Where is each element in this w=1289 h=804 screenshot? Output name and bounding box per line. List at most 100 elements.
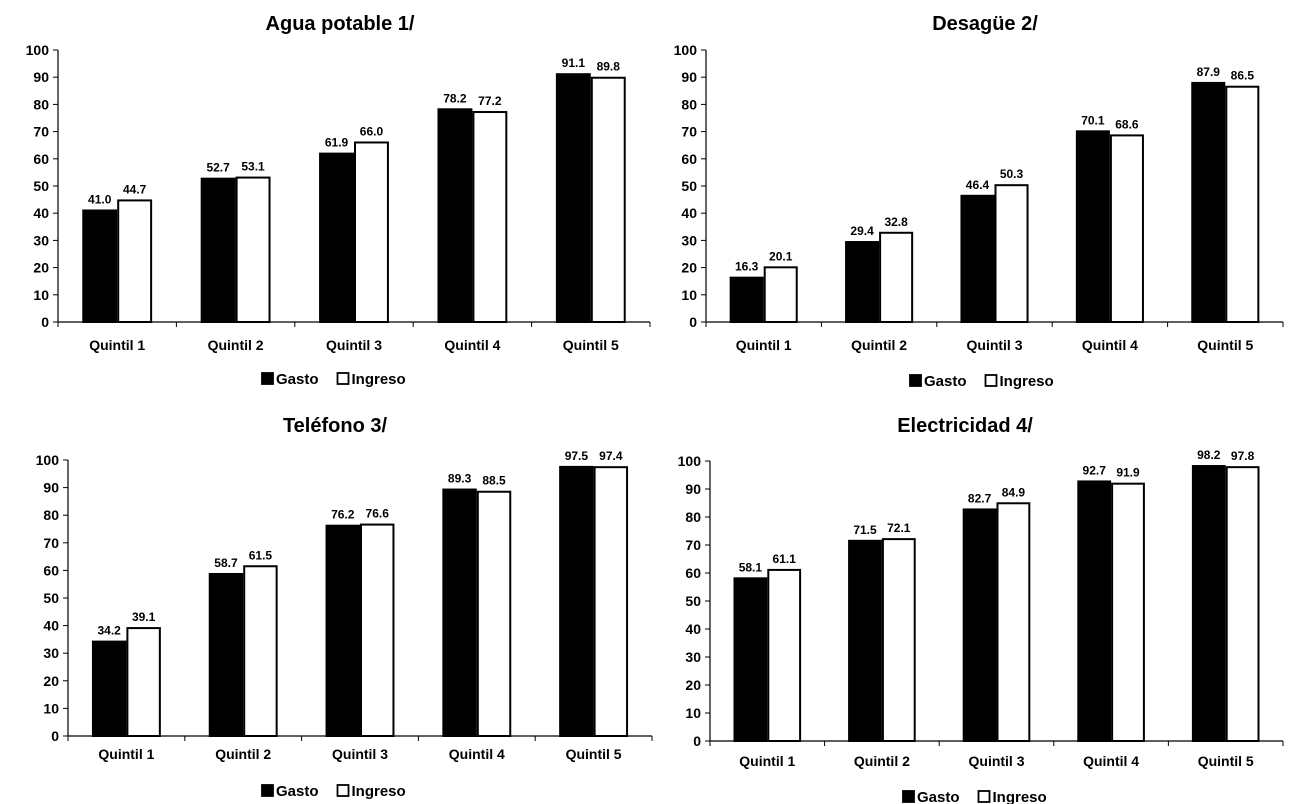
legend: Gasto Ingreso [261, 783, 406, 800]
bar-gasto-q2 [208, 572, 244, 737]
bar-ingreso-q5 [593, 466, 629, 737]
x-tick-label: Quintil 3 [326, 337, 382, 353]
data-label: 92.7 [1083, 463, 1107, 477]
y-tick-label: 60 [685, 565, 701, 581]
bar-gasto-q3 [960, 194, 995, 324]
x-tick-label: Quintil 5 [1198, 753, 1254, 769]
y-tick-label: 60 [43, 562, 59, 578]
bar-gasto-q2 [845, 241, 880, 323]
bar-ingreso-q4 [1109, 134, 1144, 323]
bar-gasto-q5 [555, 73, 591, 324]
x-tick-label: Quintil 3 [967, 337, 1023, 353]
legend: Gasto Ingreso [902, 789, 1047, 804]
chart-panel-1: Agua potable 1/0 10 20 30 40 50 60 70 80 90 100 41.… [26, 13, 651, 388]
y-tick-label: 40 [43, 618, 59, 634]
bar-ingreso-q4 [472, 111, 508, 323]
bar-ingreso-q1 [117, 199, 153, 323]
x-tick-label: Quintil 5 [1197, 337, 1253, 353]
bar-gasto-q3 [319, 152, 354, 323]
legend-swatch-ingreso [336, 784, 350, 797]
legend-swatch-gasto [902, 790, 915, 803]
data-label: 58.7 [214, 556, 238, 570]
data-label: 46.4 [966, 178, 990, 192]
legend-label: Ingreso [352, 783, 406, 800]
y-tick-label: 10 [33, 287, 49, 303]
legend-swatch-ingreso [984, 374, 998, 387]
y-tick-label: 10 [685, 705, 701, 721]
x-tick-label: Quintil 1 [739, 753, 795, 769]
data-label: 66.0 [360, 124, 384, 138]
y-tick-label: 0 [51, 728, 59, 744]
y-tick-label: 40 [681, 205, 697, 221]
bar-ingreso-q3 [360, 523, 395, 737]
y-tick-label: 50 [685, 593, 701, 609]
data-label: 32.8 [884, 215, 908, 229]
y-tick-label: 70 [681, 124, 697, 140]
data-label: 68.6 [1115, 117, 1139, 131]
chart-panel-4: Electricidad 4/0 10 20 30 40 50 60 70 80 90 100 58.… [678, 415, 1284, 804]
bar-gasto-q4 [442, 488, 477, 738]
data-label: 76.2 [331, 508, 355, 522]
bar-gasto-q5 [1191, 81, 1226, 323]
y-tick-label: 40 [33, 205, 49, 221]
y-tick-label: 70 [43, 535, 59, 551]
y-tick-label: 20 [43, 673, 59, 689]
legend-swatch-ingreso [336, 372, 350, 385]
bar-gasto-q1 [82, 209, 118, 323]
bar-gasto-q1 [729, 276, 764, 323]
y-tick-label: 10 [681, 287, 697, 303]
bar-gasto-q4 [1075, 130, 1110, 323]
bar-ingreso-q1 [767, 568, 802, 742]
legend: Gasto Ingreso [261, 371, 406, 388]
data-label: 76.6 [366, 507, 390, 521]
legend-label: Ingreso [993, 789, 1047, 804]
bar-ingreso-q3 [994, 184, 1029, 323]
y-tick-label: 100 [674, 42, 698, 58]
data-label: 34.2 [97, 624, 121, 638]
x-tick-label: Quintil 4 [1083, 753, 1139, 769]
data-label: 39.1 [132, 610, 156, 624]
bar-ingreso-q4 [1111, 482, 1145, 742]
data-label: 89.3 [448, 472, 472, 486]
x-tick-label: Quintil 2 [854, 753, 910, 769]
bar-ingreso-q5 [1225, 466, 1260, 742]
bar-gasto-q5 [1191, 465, 1226, 742]
y-tick-label: 80 [43, 507, 59, 523]
chart-panel-3: Teléfono 3/0 10 20 30 40 50 60 70 80 90 100 34.2 39.… [36, 415, 653, 800]
bar-ingreso-q1 [763, 266, 798, 324]
data-label: 97.8 [1231, 449, 1255, 463]
legend-label: Gasto [917, 789, 960, 804]
bar-gasto-q3 [325, 524, 361, 737]
bar-ingreso-q4 [476, 490, 512, 737]
y-tick-label: 90 [33, 69, 49, 85]
y-tick-label: 20 [33, 260, 49, 276]
y-tick-label: 70 [33, 124, 49, 140]
data-label: 61.5 [249, 548, 273, 562]
bar-gasto-q4 [1077, 480, 1112, 742]
legend: Gasto Ingreso [909, 373, 1054, 390]
bar-ingreso-q1 [126, 627, 161, 737]
y-tick-label: 0 [41, 314, 49, 330]
data-label: 78.2 [443, 91, 467, 105]
bar-ingreso-q2 [235, 176, 271, 323]
bar-ingreso-q5 [590, 76, 626, 323]
bar-ingreso-q2 [243, 565, 278, 738]
data-label: 41.0 [88, 192, 112, 206]
legend-swatch-gasto [909, 374, 922, 387]
bar-gasto-q2 [848, 539, 882, 742]
y-tick-label: 40 [685, 621, 701, 637]
y-tick-label: 80 [681, 96, 697, 112]
chart-title: Agua potable 1/ [266, 13, 415, 35]
data-label: 70.1 [1081, 113, 1105, 127]
bar-ingreso-q2 [881, 538, 916, 742]
x-tick-label: Quintil 5 [566, 746, 622, 762]
bar-ingreso-q2 [879, 231, 914, 323]
data-label: 97.5 [565, 449, 589, 463]
y-tick-label: 50 [33, 178, 49, 194]
data-label: 50.3 [1000, 167, 1024, 181]
data-label: 58.1 [739, 560, 763, 574]
y-tick-label: 90 [681, 69, 697, 85]
legend-label: Gasto [924, 373, 967, 390]
y-tick-label: 60 [681, 151, 697, 167]
